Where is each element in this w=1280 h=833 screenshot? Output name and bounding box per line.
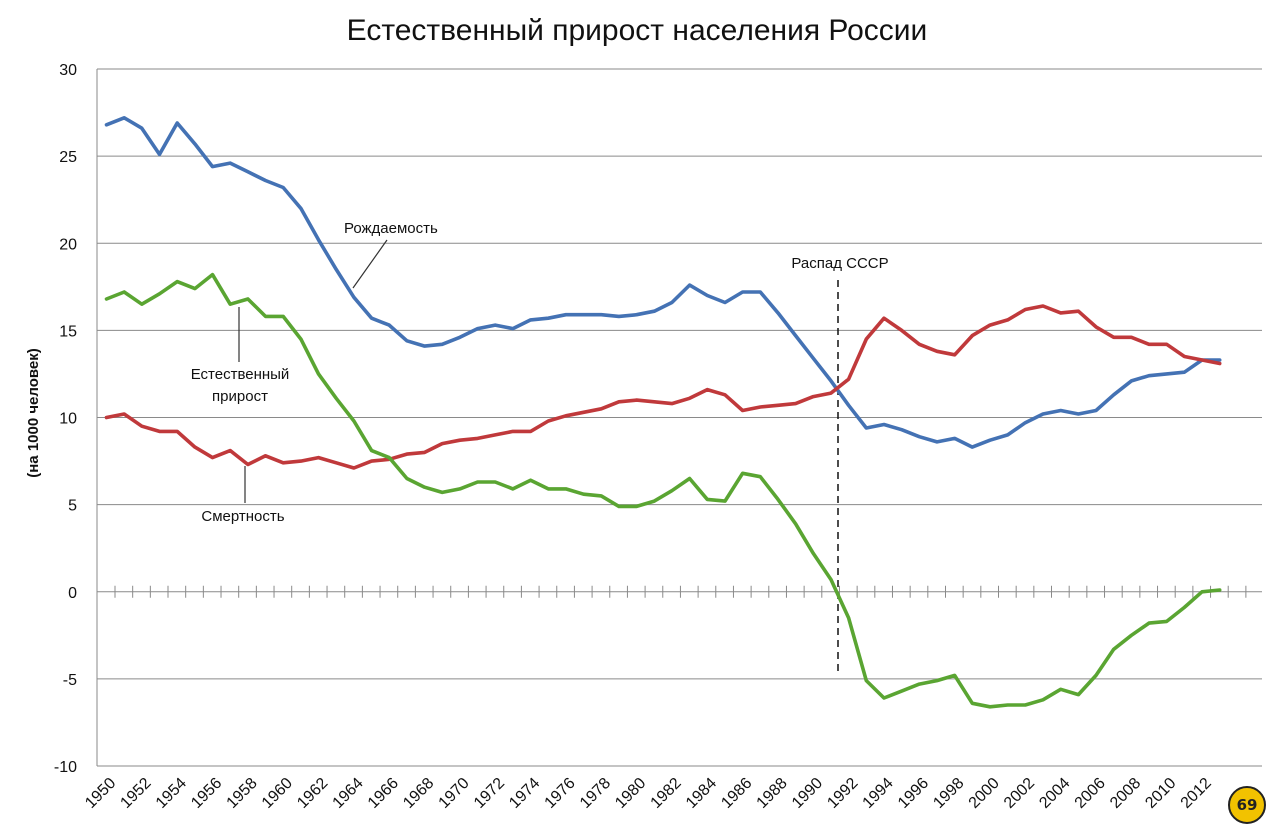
xtick-label: 1958 (223, 775, 260, 812)
xtick-label: 2004 (1036, 775, 1073, 812)
xtick-label: 2010 (1142, 775, 1179, 812)
xtick-label: 1954 (153, 775, 190, 812)
annotation-natural-growth-1: Естественный (191, 366, 290, 383)
xtick-label: 1992 (824, 775, 861, 812)
xtick-label: 1974 (506, 775, 543, 812)
xtick-label: 1976 (542, 775, 579, 812)
annotation-ussr-collapse: Распад СССР (791, 255, 888, 272)
ytick-label: 10 (59, 411, 77, 428)
ytick-label: 0 (68, 585, 77, 602)
xtick-label: 1962 (294, 775, 331, 812)
ytick-label: 20 (59, 236, 77, 253)
series-line-birth-rate (104, 116, 1222, 449)
grid-lines (97, 68, 1262, 767)
xtick-label: 2012 (1178, 775, 1215, 812)
ytick-label: 5 (68, 498, 77, 515)
annotation-birth-rate: Рождаемость (344, 220, 438, 237)
series-line-death-rate (104, 304, 1222, 470)
chart-title: Естественный прирост населения России (347, 14, 928, 47)
xtick-label: 1966 (365, 775, 402, 812)
annotation-death-rate: Смертность (201, 508, 284, 525)
ytick-label: 30 (59, 62, 77, 79)
xtick-label: 1986 (718, 775, 755, 812)
birth-rate-callout-line (352, 239, 388, 289)
xtick-label: 2002 (1001, 775, 1038, 812)
xtick-label: 1982 (648, 775, 685, 812)
xtick-label: 1960 (259, 775, 296, 812)
xtick-label: 1994 (860, 775, 897, 812)
xtick-label: 1950 (82, 775, 119, 812)
annotation-natural-growth-2: прирост (212, 388, 268, 405)
annotations: Рождаемость Естественный прирост Смертно… (191, 220, 889, 525)
xtick-label: 1978 (577, 775, 614, 812)
xtick-label: 1988 (754, 775, 791, 812)
xtick-label: 1970 (436, 775, 473, 812)
series-layer (104, 116, 1222, 709)
xtick-label: 1956 (188, 775, 225, 812)
zero-axis-tick-marks (114, 585, 1247, 598)
xtick-label: 1990 (789, 775, 826, 812)
xtick-label: 1964 (330, 775, 367, 812)
xtick-label: 1996 (895, 775, 932, 812)
xtick-label: 2006 (1072, 775, 1109, 812)
ytick-label: 15 (59, 323, 77, 340)
ytick-label: -10 (54, 759, 77, 776)
y-axis-ticks: 30 25 20 15 10 5 0 -5 -10 (54, 62, 77, 776)
xtick-label: 1984 (683, 775, 720, 812)
y-axis-label: (на 1000 человек) (25, 348, 42, 478)
ytick-label: 25 (59, 149, 77, 166)
xtick-label: 1998 (930, 775, 967, 812)
xtick-label: 2008 (1107, 775, 1144, 812)
xtick-label: 1980 (612, 775, 649, 812)
x-axis-ticks: 1950195219541956195819601962196419661968… (82, 775, 1215, 812)
xtick-label: 2000 (966, 775, 1003, 812)
series-line-natural-growth (104, 272, 1222, 709)
watermark-badge: 69 (1228, 786, 1266, 824)
ytick-label: -5 (63, 672, 77, 689)
xtick-label: 1972 (471, 775, 508, 812)
xtick-label: 1968 (400, 775, 437, 812)
xtick-label: 1952 (117, 775, 154, 812)
